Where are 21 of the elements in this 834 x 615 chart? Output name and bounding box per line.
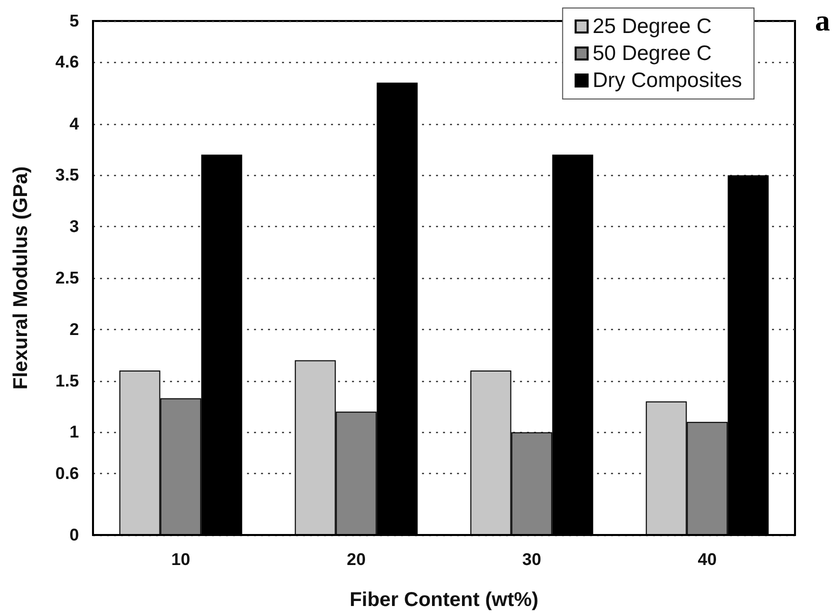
y-tick-label: 0: [70, 526, 79, 544]
legend-label: Dry Composites: [592, 69, 742, 92]
text: a: [815, 4, 830, 38]
x-tick-label: 20: [346, 550, 366, 569]
y-tick-label: 1: [70, 422, 79, 442]
x-axis-title: Fiber Content (wt%): [350, 589, 538, 611]
y-tick-label: 3: [70, 217, 79, 236]
y-tick-label: 0.6: [55, 464, 79, 483]
y-tick-label: 2.5: [55, 268, 79, 288]
x-tick-label: 30: [522, 550, 542, 569]
y-axis-title: Flexural Modulus (GPa): [10, 166, 32, 390]
y-tick-label: 1.5: [55, 371, 79, 390]
legend-label: 25 Degree C: [592, 15, 712, 38]
y-tick-label: 3.5: [55, 166, 79, 185]
y-tick-label: 4.6: [55, 52, 79, 72]
y-tick-label: 4: [70, 114, 80, 134]
legend-label: 50 Degree C: [592, 42, 712, 65]
y-tick-label: 5: [70, 12, 79, 30]
x-tick-label: 10: [171, 550, 190, 569]
x-tick-label: 40: [698, 550, 717, 569]
y-tick-label: 2: [70, 320, 79, 339]
